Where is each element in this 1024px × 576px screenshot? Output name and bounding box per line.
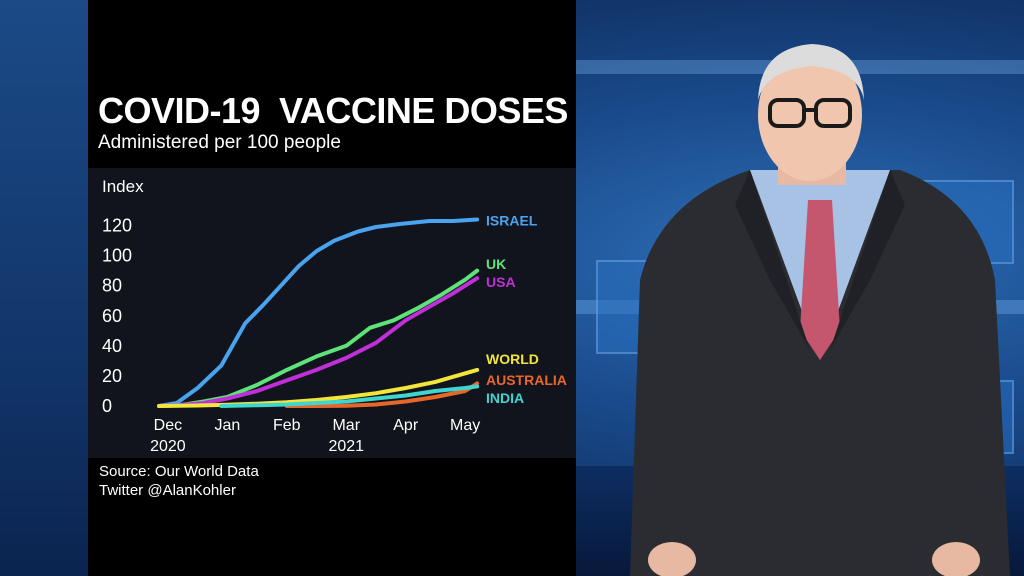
presenter-lapel <box>830 170 905 350</box>
presenter-hand <box>648 542 696 576</box>
x-tick-label: Apr <box>393 417 419 434</box>
series-line-world <box>157 367 480 408</box>
x-tick-label: Feb <box>273 417 301 434</box>
chart-panel: COVID-19 VACCINE DOSES Administered per … <box>88 0 576 576</box>
chart-subtitle: Administered per 100 people <box>98 132 341 153</box>
x-tick-sublabel: 2020 <box>150 438 186 455</box>
x-tick-label: May <box>450 417 480 434</box>
studio-left-strip <box>0 0 88 576</box>
y-tick-label: 120 <box>102 216 132 236</box>
y-tick-label: 20 <box>102 366 122 386</box>
x-tick-label: Dec <box>154 417 182 434</box>
series-label-australia: AUSTRALIA <box>486 372 567 388</box>
series-label-uk: UK <box>486 256 506 272</box>
presenter-hand <box>932 542 980 576</box>
presenter-lapel <box>735 170 810 350</box>
series-line-australia <box>284 381 480 408</box>
source-line: Source: Our World Data <box>99 463 259 480</box>
x-tick-sublabel: 2021 <box>328 438 364 455</box>
series-label-israel: ISRAEL <box>486 213 538 229</box>
series-label-india: INDIA <box>486 390 524 406</box>
y-tick-label: 0 <box>102 396 112 416</box>
y-tick-label: 80 <box>102 276 122 296</box>
vaccine-doses-line-chart: Index 0 20 40 60 80 100 120 Dec 2020 Jan Feb Mar 2021… <box>102 177 567 455</box>
x-tick-label: Jan <box>214 417 240 434</box>
chart-background <box>88 168 576 458</box>
presenter-figure <box>630 44 1010 576</box>
y-tick-label: 40 <box>102 336 122 356</box>
y-axis-label: Index <box>102 177 144 196</box>
series-label-usa: USA <box>486 274 516 290</box>
series-label-world: WORLD <box>486 351 539 367</box>
series-line-usa <box>157 276 480 408</box>
chart-title: COVID-19 VACCINE DOSES <box>98 90 568 131</box>
twitter-handle: Twitter @AlanKohler <box>99 482 236 499</box>
presenter-suit <box>630 170 1010 576</box>
x-tick-label: Mar <box>332 417 360 434</box>
presenter-glasses <box>814 98 852 128</box>
series-line-uk <box>157 268 480 408</box>
presenter-glasses <box>768 98 806 128</box>
source-credit: Source: Our World Data Twitter @AlanKohl… <box>99 462 259 500</box>
presenter-head <box>758 49 862 181</box>
presenter-hair <box>758 44 864 100</box>
series-line-israel <box>157 217 480 408</box>
series-line-india <box>219 384 480 408</box>
y-tick-label: 100 <box>102 246 132 266</box>
y-tick-label: 60 <box>102 306 122 326</box>
presenter-tie <box>800 200 840 360</box>
